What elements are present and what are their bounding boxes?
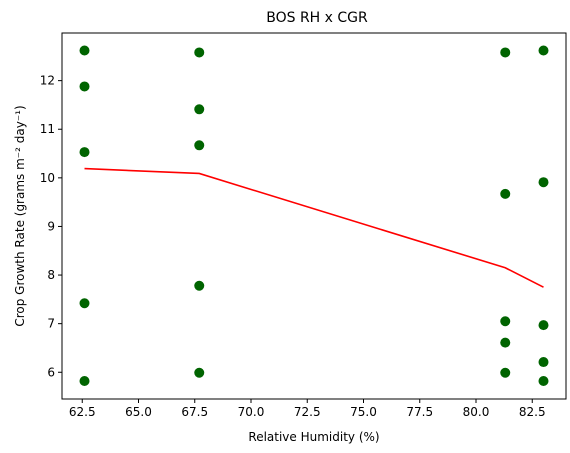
x-tick-label: 77.5 xyxy=(406,405,433,419)
plot-area xyxy=(61,32,567,400)
y-tick-label: 11 xyxy=(40,122,55,136)
scatter-point xyxy=(194,104,205,115)
scatter-point xyxy=(538,320,549,331)
x-tick-label: 62.5 xyxy=(69,405,96,419)
x-tick-label: 75.0 xyxy=(350,405,377,419)
x-tick-label: 65.0 xyxy=(125,405,152,419)
scatter-point xyxy=(194,140,205,151)
scatter-point xyxy=(538,45,549,56)
scatter-point xyxy=(79,376,90,387)
y-axis: 6 7 8 9 10 11 12 xyxy=(40,74,62,379)
scatter-point xyxy=(500,316,511,327)
scatter-point xyxy=(79,147,90,158)
y-tick-label: 10 xyxy=(40,171,55,185)
scatter-point xyxy=(500,188,511,199)
y-axis-label: Crop Growth Rate (grams m⁻² day⁻¹) xyxy=(13,105,27,326)
series-layer xyxy=(79,45,549,387)
plot-frame xyxy=(61,32,567,400)
x-tick-label: 72.5 xyxy=(294,405,321,419)
x-axis-label: Relative Humidity (%) xyxy=(248,430,379,444)
scatter-point xyxy=(500,337,511,348)
scatter-point xyxy=(538,357,549,368)
scatter-point xyxy=(194,280,205,291)
y-tick-label: 6 xyxy=(47,365,55,379)
scatter-point xyxy=(538,376,549,387)
scatter-point xyxy=(500,47,511,58)
scatter-point xyxy=(194,367,205,378)
y-tick-label: 7 xyxy=(47,317,55,331)
scatter-point xyxy=(79,298,90,309)
y-tick-label: 9 xyxy=(47,219,55,233)
scatter-point xyxy=(79,45,90,56)
chart-title: BOS RH x CGR xyxy=(266,10,368,26)
trend-line xyxy=(84,167,544,288)
y-tick-label: 12 xyxy=(40,74,55,88)
scatter-point xyxy=(79,81,90,92)
scatter-point xyxy=(194,47,205,58)
scatter-point xyxy=(500,367,511,378)
x-tick-label: 80.0 xyxy=(463,405,490,419)
x-axis: 62.5 65.0 67.5 70.0 72.5 75.0 77.5 80.0 82.5 xyxy=(69,399,546,419)
scatter-point xyxy=(538,177,549,188)
x-tick-label: 67.5 xyxy=(181,405,208,419)
x-tick-label: 70.0 xyxy=(238,405,265,419)
y-tick-label: 8 xyxy=(47,268,55,282)
x-tick-label: 82.5 xyxy=(519,405,546,419)
